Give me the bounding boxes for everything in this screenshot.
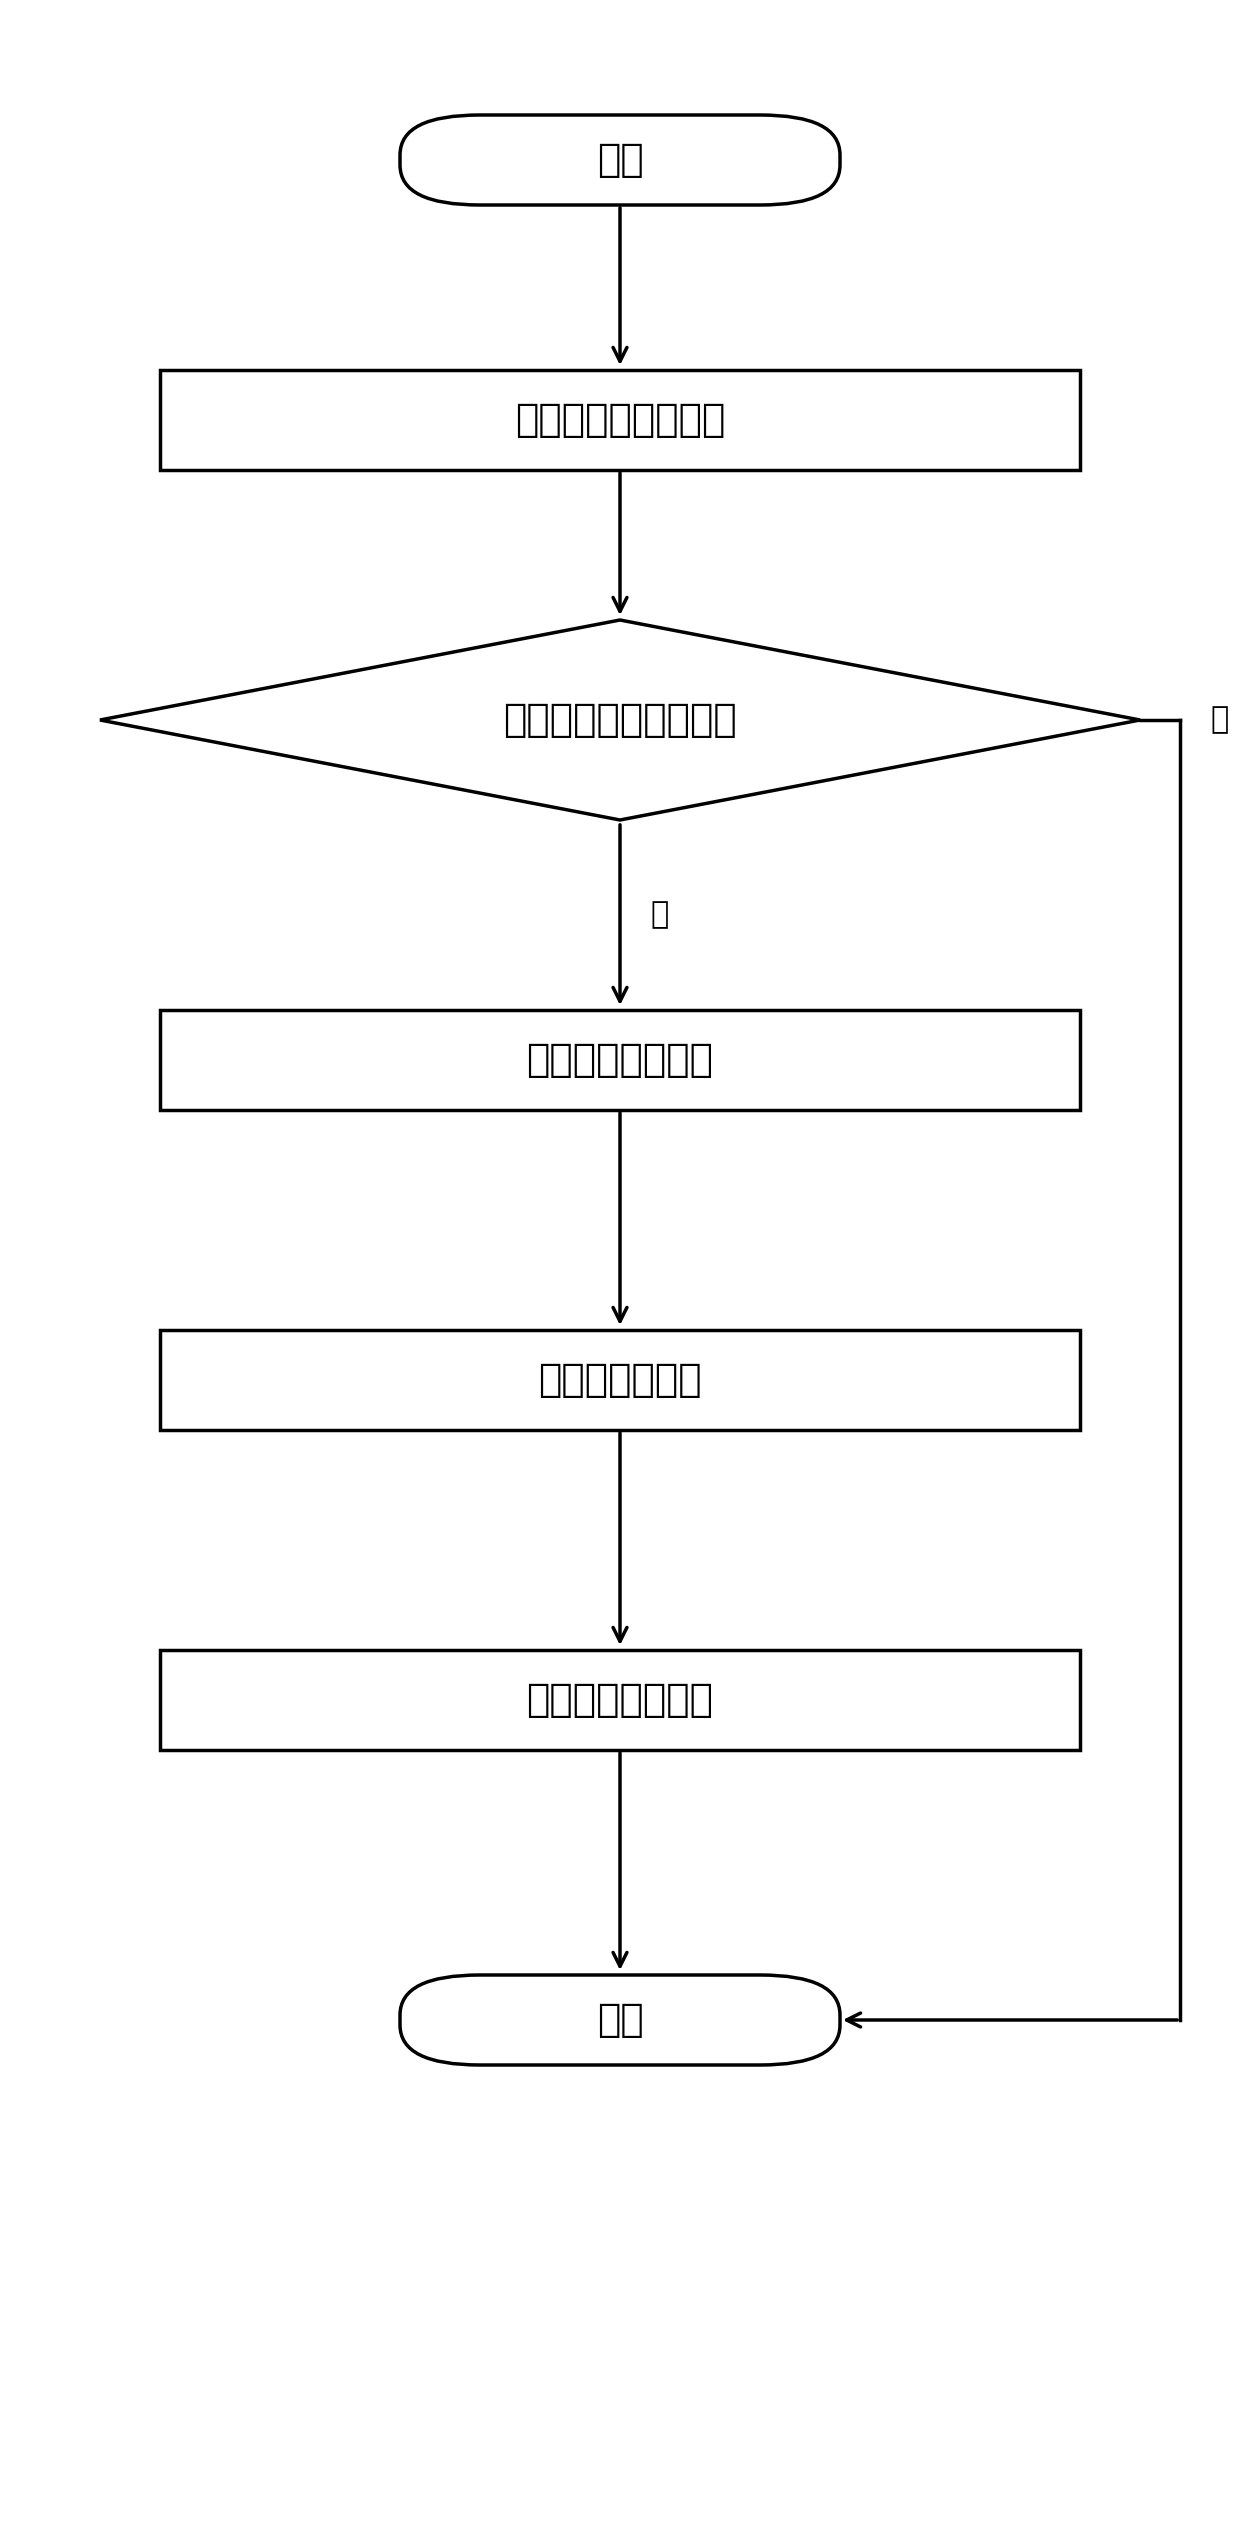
Text: 用户选择拆分点: 用户选择拆分点 [538,1361,702,1399]
Text: 总图是否满足运检需求: 总图是否满足运检需求 [503,702,737,738]
Text: 开始: 开始 [596,140,644,178]
Text: 自动生成单线图总图: 自动生成单线图总图 [515,402,725,440]
Text: 系统进行拆分成图: 系统进行拆分成图 [527,1682,713,1720]
Text: 结束: 结束 [596,2002,644,2038]
Text: 提醒用户拆分成图: 提醒用户拆分成图 [527,1040,713,1079]
Text: 是: 是 [1210,705,1229,735]
Text: 否: 否 [651,901,670,929]
